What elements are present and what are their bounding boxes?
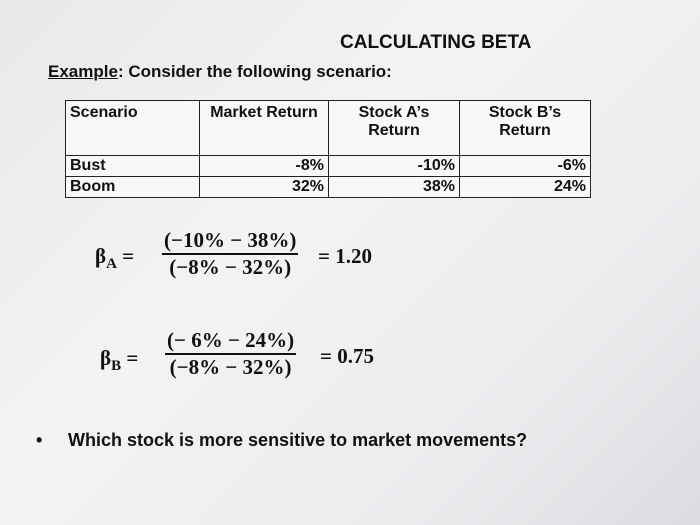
symbol: β — [95, 244, 107, 268]
equals: = — [126, 346, 139, 370]
bullet: • — [36, 430, 43, 450]
symbol: β — [100, 346, 112, 370]
header-row: Scenario Market Return Stock A’s Return … — [65, 100, 591, 156]
scenario-table: Scenario Market Return Stock A’s Return … — [65, 100, 591, 198]
header-cell: Scenario — [65, 100, 200, 156]
example-text: : Consider the following scenario: — [117, 62, 392, 81]
row: Bust -8% -10% -6% — [65, 155, 591, 177]
cell: 24% — [459, 176, 591, 198]
subscript: A — [106, 256, 117, 273]
beta-symbol: βA = — [95, 244, 134, 273]
beta-symbol: βB = — [100, 346, 138, 375]
title: CALCULATING BETA — [340, 32, 532, 53]
result: = 0.75 — [320, 344, 374, 368]
equals: = — [122, 244, 135, 268]
cell: -10% — [328, 155, 460, 177]
example-line: Example: Consider the following scenario… — [48, 62, 392, 82]
example-label: Example — [48, 62, 118, 81]
fraction: (−10% − 38%) (−8% − 32%) — [162, 228, 299, 280]
subscript: B — [111, 358, 122, 375]
denominator: (−8% − 32%) — [169, 355, 292, 379]
fraction: (− 6% − 24%) (−8% − 32%) — [165, 328, 297, 380]
result: = 1.20 — [318, 244, 372, 268]
cell: -6% — [459, 155, 591, 177]
header-cell: Stock A’s Return — [328, 100, 460, 156]
cell: -8% — [199, 155, 329, 177]
question: Which stock is more sensitive to market … — [68, 430, 528, 450]
cell: 32% — [199, 176, 329, 198]
cell: Boom — [65, 176, 200, 198]
numerator: (− 6% − 24%) — [165, 328, 297, 355]
denominator: (−8% − 32%) — [169, 255, 292, 279]
row: Boom 32% 38% 24% — [65, 176, 591, 198]
cell: 38% — [328, 176, 460, 198]
cell: Bust — [65, 155, 200, 177]
header-cell: Market Return — [199, 100, 329, 156]
header-cell: Stock B’s Return — [459, 100, 591, 156]
numerator: (−10% − 38%) — [162, 228, 299, 255]
